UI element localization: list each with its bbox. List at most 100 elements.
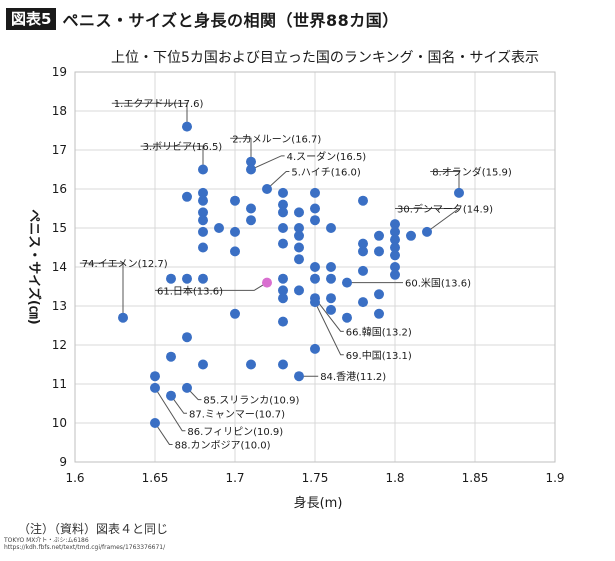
footer-source-line1: TOKYO MX介ト・ぶシ:ム6186 (4, 537, 89, 544)
data-point (294, 285, 304, 296)
data-point (310, 273, 320, 284)
data-point (278, 316, 288, 327)
data-point (326, 262, 336, 272)
data-point (310, 262, 320, 272)
data-point (150, 371, 160, 382)
annotation-label: 74.イエメン(12.7) (82, 259, 168, 270)
data-point (150, 418, 160, 428)
data-point (342, 312, 352, 323)
data-point (374, 230, 384, 241)
y-tick-label: 15 (52, 221, 67, 235)
annotation-leader (154, 387, 186, 432)
data-point (294, 254, 304, 265)
annotation-leader (111, 102, 188, 127)
data-point (374, 289, 384, 300)
data-point (246, 215, 256, 226)
data-point (166, 273, 176, 284)
data-point (262, 184, 272, 194)
annotation-label: 84.香港(11.2) (320, 371, 386, 383)
annotation-leader (266, 170, 290, 190)
annotation-label: 4.スーダン(16.5) (287, 150, 367, 163)
data-point (166, 351, 176, 362)
data-point (326, 223, 336, 233)
annotation-label: 2.カメルーン(16.7) (232, 133, 321, 145)
data-point (198, 242, 208, 253)
data-point (326, 304, 336, 315)
data-point (182, 191, 192, 202)
x-tick-label: 1.85 (462, 471, 489, 485)
data-point (230, 246, 240, 257)
annotation-label: 3.ボリビア(16.5) (143, 141, 223, 153)
data-point (358, 297, 368, 308)
data-point (278, 207, 288, 218)
data-point (390, 226, 400, 237)
data-point (278, 285, 288, 296)
data-point (390, 262, 400, 272)
annotation-label: 86.フィリピン(10.9) (187, 426, 283, 438)
annotation-label: 61.日本(13.6) (157, 284, 223, 297)
data-point (246, 156, 256, 167)
data-point (374, 246, 384, 257)
data-point (246, 164, 256, 175)
annotation-labels: 1.エクアドル(17.6) 2.カメルーン(16.7) 3.ボリビア(16.5) 4.… (82, 98, 512, 451)
annotation-label: 85.スリランカ(10.9) (203, 395, 299, 407)
data-point (278, 359, 288, 370)
data-point (454, 187, 464, 198)
y-tick-label: 17 (52, 143, 67, 157)
footer-note: （注）（資料）図表４と同じ (18, 522, 169, 536)
y-tick-label: 9 (59, 455, 67, 469)
annotation-leader (314, 297, 344, 332)
data-point (310, 187, 320, 198)
figure-badge: 図表5 (6, 8, 57, 30)
y-tick-label: 13 (52, 299, 67, 313)
y-tick-label: 11 (52, 377, 67, 391)
data-point (342, 277, 352, 288)
data-point (198, 273, 208, 284)
annotation-leader (395, 208, 461, 233)
data-point (422, 226, 432, 237)
data-point (326, 273, 336, 284)
x-tick-label: 1.8 (385, 471, 404, 485)
data-point (310, 203, 320, 214)
data-point (182, 121, 192, 132)
y-tick-label: 16 (52, 182, 67, 196)
data-point (390, 269, 400, 280)
data-point (358, 238, 368, 249)
data-point (230, 308, 240, 319)
data-point (374, 308, 384, 319)
x-tick-label: 1.65 (142, 471, 169, 485)
annotation-label: 66.韓国(13.2) (346, 326, 412, 338)
data-point (358, 246, 368, 257)
x-tick-label: 1.6 (65, 471, 84, 485)
data-point-japan (262, 277, 272, 288)
annotation-label: 5.ハイチ(16.0) (291, 166, 361, 178)
data-point (214, 223, 224, 233)
y-tick-label: 19 (52, 65, 67, 79)
data-point (278, 293, 288, 304)
data-point (390, 250, 400, 261)
annotation-leader (154, 422, 173, 445)
data-point (182, 382, 192, 393)
data-point (246, 359, 256, 370)
annotation-label: 60.米国(13.6) (405, 277, 471, 290)
data-point (358, 195, 368, 206)
data-point (118, 312, 128, 323)
data-point (294, 230, 304, 241)
annotation-leader (250, 155, 285, 170)
data-point (198, 359, 208, 370)
data-point (198, 164, 208, 175)
x-axis-label: 身長(m) (294, 495, 343, 511)
annotation-label: 30.デンマーク(14.9) (397, 203, 493, 216)
y-tick-label: 12 (52, 338, 67, 352)
footer-source-line2: https://kdh.fbfs.net/text/tmd.cgi/frames… (4, 544, 166, 551)
data-point (278, 223, 288, 233)
data-point (294, 371, 304, 382)
data-point (230, 226, 240, 237)
x-tick-label: 1.9 (545, 471, 564, 485)
data-point (294, 207, 304, 218)
data-point (406, 230, 416, 241)
data-point (278, 273, 288, 284)
data-point (358, 265, 368, 276)
data-points (118, 121, 464, 428)
annotation-leader (170, 395, 187, 414)
